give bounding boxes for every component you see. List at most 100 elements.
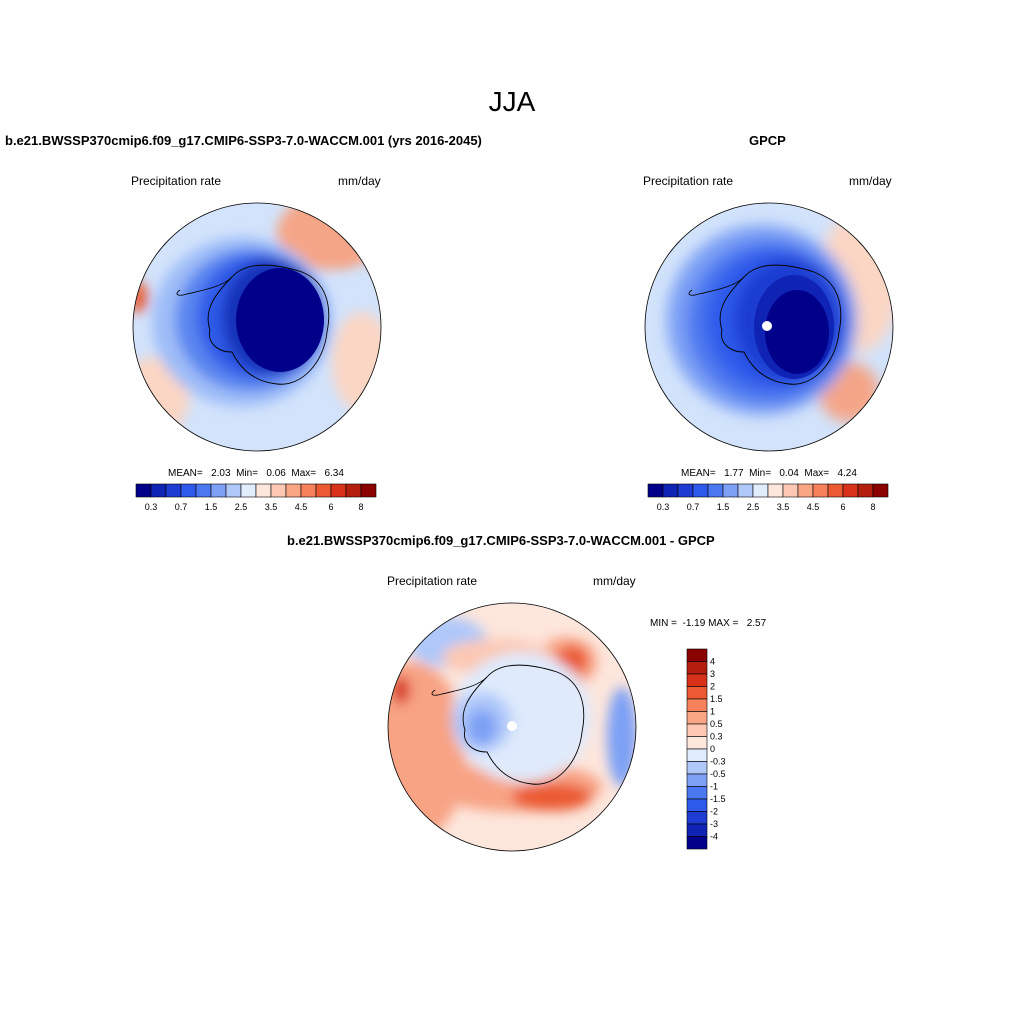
- panel-2-colorbar-tick-label: 1.5: [717, 502, 730, 512]
- panel-2-variable-label: Precipitation rate: [643, 174, 734, 188]
- panel-1-colorbar-swatch: [240, 483, 257, 498]
- panel-3-colorbar-swatch: [686, 811, 708, 825]
- panel-3-colorbar-tick-label: -1: [710, 782, 718, 792]
- panel-2-colorbar-swatch: [647, 483, 664, 498]
- panel-1-colorbar-swatch: [165, 483, 182, 498]
- panel-3-colorbar-tick-label: 1.5: [710, 694, 723, 704]
- panel-1-colorbar-tick-label: 4.5: [295, 502, 308, 512]
- panel-3-colorbar-tick-label: -0.3: [710, 757, 726, 767]
- panel-2-colorbar: 0.3 0.7 1.5 2.5 3.5 4.5 6 8: [647, 483, 889, 512]
- panel-1-units-label: mm/day: [338, 174, 381, 188]
- panel-2-units-label: mm/day: [849, 174, 892, 188]
- panel-1-colorbar-tick-label: 3.5: [265, 502, 278, 512]
- panel-3-colorbar-tick-label: -0.5: [710, 769, 726, 779]
- panel-3-colorbar-tick-label: 0: [710, 744, 715, 754]
- panel-2-map: [644, 202, 894, 452]
- panel-1-colorbar-swatch: [360, 483, 377, 498]
- panel-3-colorbar-swatch: [686, 698, 708, 712]
- panel-2-colorbar-swatch: [722, 483, 739, 498]
- panel-3-colorbar-swatch: [686, 823, 708, 837]
- panel-3-colorbar-swatch: [686, 711, 708, 725]
- panel-3-colorbar-swatch: [686, 686, 708, 700]
- panel-3-colorbar-tick-label: 0.3: [710, 732, 723, 742]
- panel-3-variable-label: Precipitation rate: [387, 574, 478, 588]
- panel-3-title: b.e21.BWSSP370cmip6.f09_g17.CMIP6-SSP3-7…: [287, 533, 715, 548]
- panel-2-title: GPCP: [749, 133, 786, 148]
- panel-1-title: b.e21.BWSSP370cmip6.f09_g17.CMIP6-SSP3-7…: [5, 133, 482, 148]
- panel-1-map-border: [132, 202, 382, 452]
- panel-1-colorbar-swatch: [135, 483, 152, 498]
- panel-3-colorbar-swatch: [686, 648, 708, 662]
- panel-3-colorbar-swatch: [686, 748, 708, 762]
- panel-3-colorbar-swatch: [686, 836, 708, 850]
- panel-1-colorbar-swatch: [150, 483, 167, 498]
- panel-3-colorbar-swatch: [686, 798, 708, 812]
- panel-3-colorbar-swatch: [686, 723, 708, 737]
- panel-2-stats: MEAN= 1.77 Min= 0.04 Max= 4.24: [681, 468, 857, 479]
- panel-1-colorbar-tick-label: 0.7: [175, 502, 188, 512]
- panel-3-colorbar-swatch: [686, 661, 708, 675]
- panel-2-colorbar-swatch: [857, 483, 874, 498]
- figure-title: JJA: [488, 86, 536, 117]
- panel-2-colorbar-tick-label: 3.5: [777, 502, 790, 512]
- panel-3-colorbar-swatch: [686, 673, 708, 687]
- panel-3-colorbar-tick-label: 4: [710, 657, 715, 667]
- panel-1-colorbar-swatch: [285, 483, 302, 498]
- panel-2-colorbar-swatch: [737, 483, 754, 498]
- panel-1-map: [132, 202, 382, 452]
- panel-1-colorbar: 0.3 0.7 1.5 2.5 3.5 4.5 6 8: [135, 483, 377, 512]
- panel-3-colorbar-tick-label: 0.5: [710, 719, 723, 729]
- panel-1-colorbar-swatch: [195, 483, 212, 498]
- panel-2-colorbar-tick-label: 4.5: [807, 502, 820, 512]
- panel-3-colorbar-swatch: [686, 773, 708, 787]
- panel-3-colorbar-tick-label: 2: [710, 682, 715, 692]
- panel-1-colorbar-tick-label: 1.5: [205, 502, 218, 512]
- panel-2-colorbar-swatch: [827, 483, 844, 498]
- panel-1-colorbar-tick-label: 0.3: [145, 502, 158, 512]
- panel-1-colorbar-swatch: [255, 483, 272, 498]
- panel-1-variable-label: Precipitation rate: [131, 174, 222, 188]
- panel-2-colorbar-tick-label: 2.5: [747, 502, 760, 512]
- panel-1-peninsula-outline: [176, 276, 233, 296]
- panel-2-colorbar-swatch: [707, 483, 724, 498]
- panel-3-colorbar: 4 3 2 1.5 1 0.5 0.3 0 -0.3 -0.5 -1 -1.5 -2 -3 -4: [686, 648, 726, 850]
- panel-2-colorbar-swatch: [752, 483, 769, 498]
- panel-2-colorbar-swatch: [782, 483, 799, 498]
- panel-1-colorbar-swatch: [225, 483, 242, 498]
- panel-3-coastline: [462, 664, 585, 785]
- panel-3-colorbar-swatch: [686, 761, 708, 775]
- panel-3-colorbar-tick-label: -4: [710, 832, 718, 842]
- panel-3-stats: MIN = -1.19 MAX = 2.57: [650, 618, 767, 629]
- panel-3-colorbar-tick-label: 3: [710, 669, 715, 679]
- panel-2-colorbar-swatch: [872, 483, 889, 498]
- panel-2-colorbar-tick-label: 0.3: [657, 502, 670, 512]
- panel-2-coastline: [719, 264, 842, 385]
- panel-1-stats: MEAN= 2.03 Min= 0.06 Max= 6.34: [168, 468, 344, 479]
- panel-3-colorbar-tick-label: 1: [710, 707, 715, 717]
- panel-3-peninsula-outline: [431, 676, 488, 696]
- panel-3-map: [387, 602, 637, 852]
- panel-3-units-label: mm/day: [593, 574, 636, 588]
- panel-3-pole-missing-data: [507, 721, 517, 731]
- panel-1-colorbar-tick-label: 8: [358, 502, 363, 512]
- panel-1-colorbar-swatch: [270, 483, 287, 498]
- panel-1-colorbar-swatch: [330, 483, 347, 498]
- panel-2-peninsula-outline: [688, 276, 745, 296]
- panel-1-colorbar-swatch: [345, 483, 362, 498]
- panel-2-colorbar-tick-label: 0.7: [687, 502, 700, 512]
- panel-1-colorbar-tick-label: 6: [328, 502, 333, 512]
- panel-2-map-border: [644, 202, 894, 452]
- panel-1-colorbar-swatch: [210, 483, 227, 498]
- panel-2-pole-missing-data: [762, 321, 772, 331]
- panel-2-colorbar-tick-label: 6: [840, 502, 845, 512]
- panel-3-colorbar-tick-label: -2: [710, 807, 718, 817]
- panel-3-colorbar-swatch: [686, 736, 708, 750]
- panel-2-colorbar-swatch: [797, 483, 814, 498]
- panel-3-colorbar-tick-label: -1.5: [710, 794, 726, 804]
- panel-1-colorbar-swatch: [300, 483, 317, 498]
- panel-1-colorbar-tick-label: 2.5: [235, 502, 248, 512]
- panel-2-colorbar-swatch: [677, 483, 694, 498]
- panel-2-colorbar-swatch: [692, 483, 709, 498]
- panel-2-colorbar-tick-label: 8: [870, 502, 875, 512]
- panel-2-colorbar-swatch: [812, 483, 829, 498]
